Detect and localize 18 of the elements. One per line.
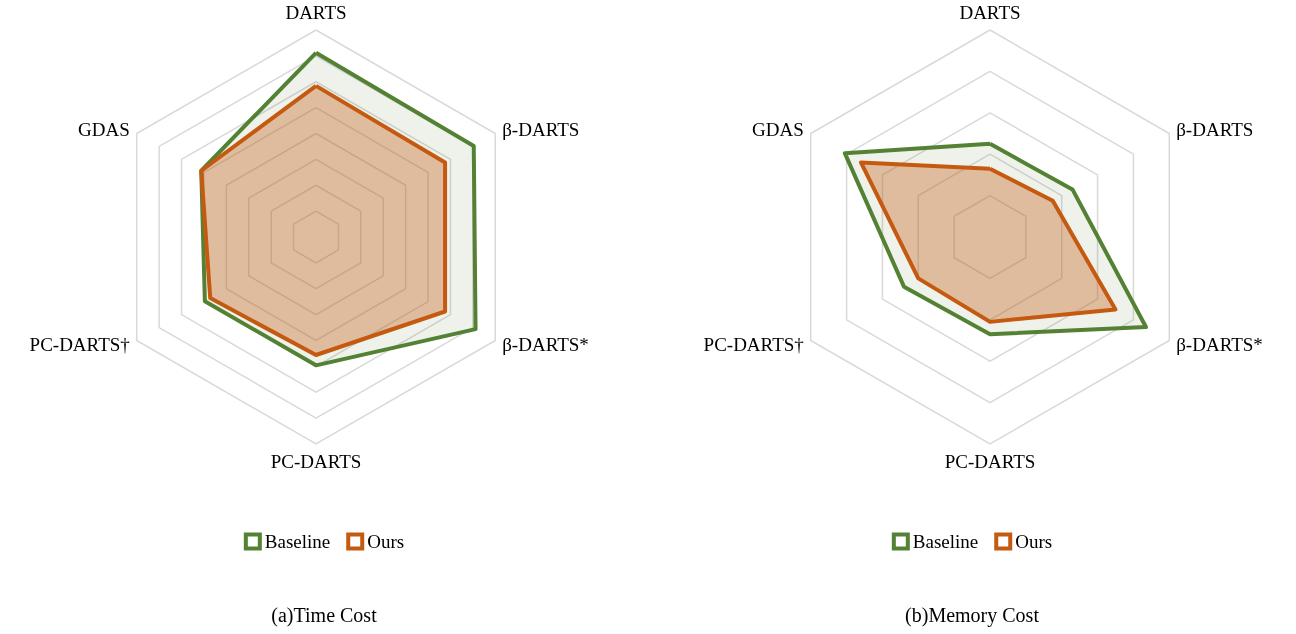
spoke-label: PC-DARTS xyxy=(944,451,1036,472)
spoke-label: β-DARTS xyxy=(502,119,580,140)
legend-label: Ours xyxy=(1015,531,1053,552)
spoke-label: DARTS xyxy=(285,2,347,23)
spoke-label: β-DARTS* xyxy=(1176,334,1263,355)
spoke-label: PC-DARTS† xyxy=(703,334,804,355)
spoke-label: GDAS xyxy=(78,119,130,140)
text: (b)Memory Cost xyxy=(905,604,1040,627)
spoke-label: DARTS xyxy=(959,2,1021,23)
legend-label: Baseline xyxy=(912,531,979,552)
spoke-label: β-DARTS xyxy=(1176,119,1254,140)
spoke-label: PC-DARTS xyxy=(270,451,362,472)
spoke-label: PC-DARTS† xyxy=(29,334,130,355)
text: (a)Time Cost xyxy=(271,604,378,627)
legend-label: Ours xyxy=(367,531,405,552)
legend-label: Baseline xyxy=(264,531,331,552)
spoke-label: β-DARTS* xyxy=(502,334,589,355)
spoke-label: GDAS xyxy=(752,119,804,140)
